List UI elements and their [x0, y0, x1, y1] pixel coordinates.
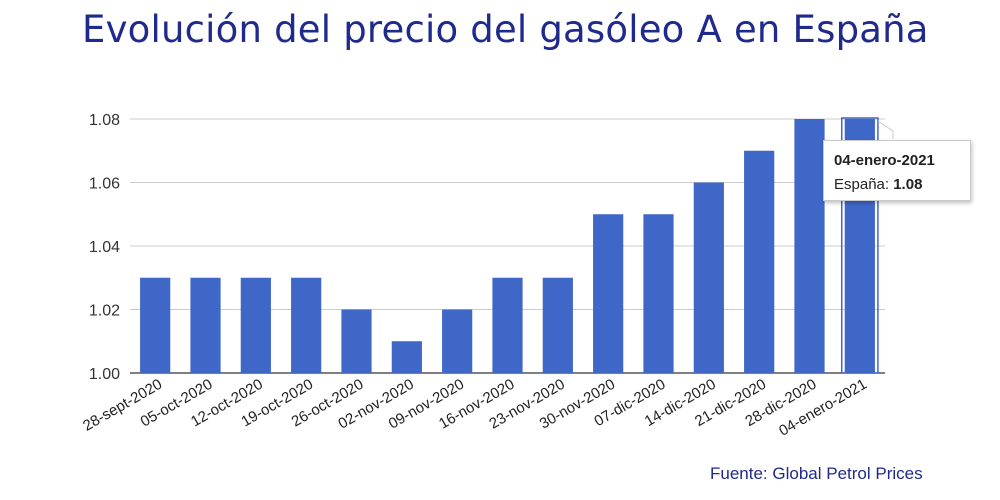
x-tick-label: 04-enero-2021	[776, 376, 870, 440]
bar[interactable]	[190, 277, 221, 373]
bar[interactable]	[643, 214, 674, 373]
bar[interactable]	[240, 277, 271, 373]
bar[interactable]	[391, 341, 422, 373]
bar[interactable]	[542, 277, 573, 373]
bar[interactable]	[341, 309, 372, 374]
x-axis-tick-labels: 28-sept-202005-oct-202012-oct-202019-oct…	[80, 376, 870, 440]
bar[interactable]	[291, 277, 322, 373]
bar[interactable]	[593, 214, 624, 373]
bar[interactable]	[140, 277, 171, 373]
tooltip-pointer	[877, 120, 894, 139]
source-credit: Fuente: Global Petrol Prices	[710, 464, 923, 483]
value-tooltip: 04-enero-2021 España: 1.08	[823, 140, 971, 201]
y-tick-label: 1.06	[89, 176, 120, 193]
bar[interactable]	[492, 277, 523, 373]
y-axis-tick-labels: 1.00 1.02 1.04 1.06 1.08	[89, 112, 120, 383]
y-tick-label: 1.04	[89, 239, 120, 256]
tooltip-series-label: España:	[834, 176, 890, 193]
bar[interactable]	[794, 119, 825, 373]
y-tick-label: 1.08	[89, 112, 120, 129]
bars	[140, 117, 894, 374]
tooltip-line: España: 1.08	[834, 173, 960, 197]
bar[interactable]	[744, 150, 775, 373]
tooltip-date: 04-enero-2021	[834, 152, 935, 169]
tooltip-value: 1.08	[893, 176, 923, 193]
y-tick-label: 1.02	[89, 303, 120, 320]
chart-title: Evolución del precio del gasóleo A en Es…	[82, 8, 929, 51]
y-tick-label: 1.00	[89, 366, 120, 383]
bar[interactable]	[693, 182, 724, 374]
bar[interactable]	[442, 309, 473, 374]
